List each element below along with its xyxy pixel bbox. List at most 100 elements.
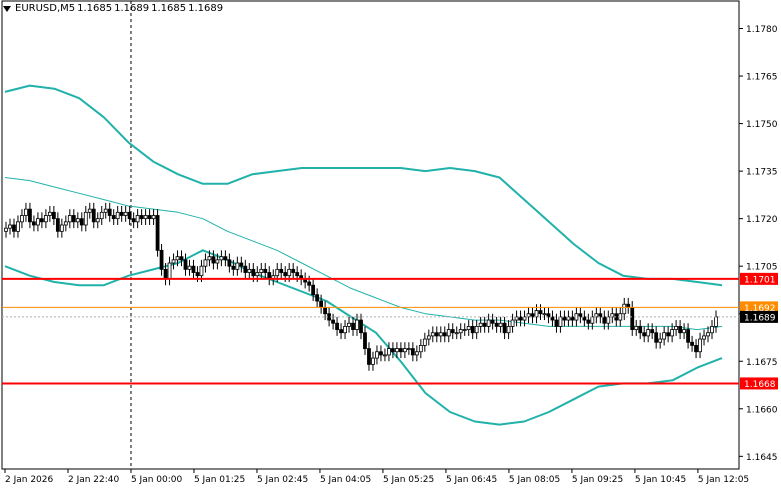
candle-body: [422, 338, 427, 346]
candle-body: [195, 272, 200, 277]
candle-body: [75, 218, 80, 223]
candle-body: [255, 272, 260, 277]
candle-body: [402, 348, 407, 353]
x-tick-label: 5 Jan 08:05: [509, 475, 560, 485]
candle-body: [518, 316, 523, 321]
candle-body: [127, 211, 132, 220]
candle-body: [678, 325, 683, 334]
candle-body: [662, 332, 667, 340]
candle-body: [99, 211, 104, 220]
price-level-label: 1.1668: [744, 380, 776, 390]
candle-body: [666, 332, 671, 337]
candle-body: [379, 351, 383, 356]
candle-body: [426, 335, 431, 340]
candle-body: [259, 268, 264, 273]
chart-menu-triangle-icon[interactable]: [3, 5, 11, 12]
candle-body: [494, 322, 499, 327]
candle-body: [670, 329, 675, 337]
current-price-tag: [740, 310, 778, 323]
candle-body: [359, 319, 363, 334]
current-price-label: 1.1689: [744, 313, 776, 323]
candle-body: [442, 332, 447, 337]
candle-body: [534, 310, 539, 318]
candle-body: [171, 259, 176, 264]
candle-body: [474, 325, 479, 334]
candle-body: [343, 325, 347, 334]
candle-body: [219, 256, 224, 261]
x-tick-label: 5 Jan 06:45: [446, 475, 497, 485]
candle-body: [155, 215, 160, 251]
y-tick-label: 1.1735: [746, 168, 778, 178]
candle-body: [450, 329, 455, 334]
candle-body: [586, 319, 591, 324]
candle-body: [526, 313, 531, 318]
candle-body: [87, 208, 92, 213]
price-level-tag: [740, 272, 778, 285]
candle-body: [16, 221, 20, 232]
candle-body: [199, 265, 204, 277]
candle-body: [630, 306, 635, 330]
x-tick-label: 5 Jan 00:00: [131, 475, 183, 485]
candle-body: [123, 211, 128, 216]
candle-body: [530, 313, 535, 318]
candle-body: [91, 208, 96, 223]
candle-body: [36, 218, 40, 226]
candle-body: [538, 310, 543, 315]
ohlc-open: 1.1685: [77, 3, 113, 14]
candle-body: [610, 313, 615, 318]
candle-body: [83, 211, 88, 226]
candle-body: [223, 256, 228, 261]
candle-body: [710, 325, 714, 334]
candle-body: [187, 265, 192, 270]
candle-body: [506, 325, 511, 334]
candle-body: [331, 319, 335, 324]
candle-body: [159, 249, 164, 270]
candle-body: [28, 208, 32, 223]
candle-body: [566, 316, 571, 321]
candle-body: [319, 300, 324, 308]
bollinger-lower-band: [4, 249, 723, 426]
candle-body: [363, 332, 367, 349]
x-tick-label: 5 Jan 01:25: [194, 475, 245, 485]
candle-body: [674, 325, 679, 330]
candle-body: [391, 348, 395, 353]
candle-body: [215, 259, 220, 264]
candle-body: [291, 268, 296, 273]
candle-body: [131, 218, 136, 223]
candle-body: [454, 332, 459, 335]
candle-body: [287, 268, 292, 277]
candle-body: [502, 322, 507, 334]
candle-body: [606, 316, 611, 324]
candle-body: [203, 259, 208, 267]
candle-body: [578, 313, 583, 318]
y-tick-label: 1.1645: [746, 453, 778, 463]
y-tick-label: 1.1660: [746, 405, 778, 415]
candle-body: [239, 262, 244, 267]
candle-body: [590, 316, 595, 324]
candle-body: [414, 351, 419, 356]
candle-body: [466, 325, 471, 330]
candle-body: [498, 322, 503, 327]
candle-body: [243, 265, 248, 273]
candle-body: [398, 348, 403, 353]
ohlc-low: 1.1685: [151, 3, 187, 14]
candle-body: [263, 268, 268, 273]
candle-body: [375, 351, 379, 359]
candle-body: [367, 348, 371, 365]
candle-body: [706, 332, 710, 337]
candle-body: [335, 322, 339, 330]
candle-body: [355, 319, 359, 330]
candle-body: [638, 325, 643, 334]
y-tick-label: 1.1750: [746, 120, 778, 130]
candle-body: [702, 335, 706, 340]
candle-body: [642, 332, 647, 337]
candle-body: [714, 316, 718, 327]
candle-body: [39, 218, 44, 223]
candle-body: [371, 357, 375, 365]
y-tick-label: 1.1780: [746, 25, 778, 35]
candle-body: [383, 354, 387, 357]
candle-body: [275, 268, 280, 277]
candle-body: [438, 332, 443, 337]
